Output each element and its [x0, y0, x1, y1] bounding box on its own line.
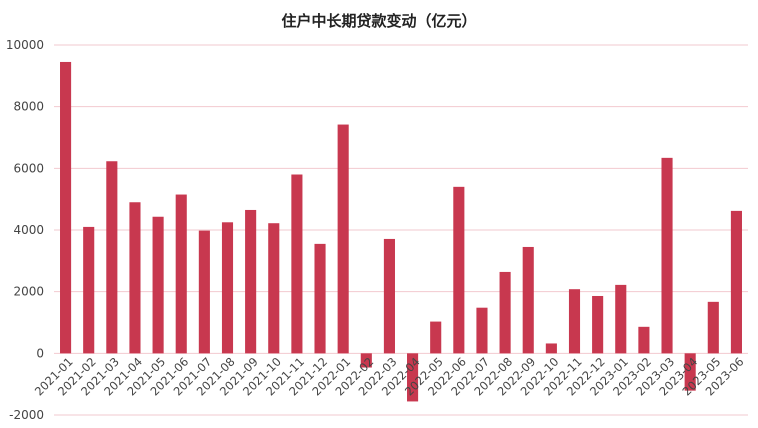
bar-2021-01: [60, 61, 72, 354]
bar-2022-02: [360, 353, 372, 368]
y-tick-label: 8000: [13, 100, 44, 114]
bar-2023-04: [684, 353, 696, 391]
y-tick-label: -2000: [9, 408, 44, 422]
bar-2021-10: [268, 223, 280, 354]
bar-2022-09: [522, 246, 534, 354]
bar-2021-08: [221, 222, 234, 354]
bar-2023-02: [638, 326, 650, 354]
bar-2023-06: [730, 210, 742, 354]
bar-2021-03: [106, 161, 118, 354]
bar-2022-04: [407, 353, 419, 402]
bar-2022-01: [337, 124, 349, 354]
bar-2022-06: [453, 186, 465, 354]
bar-2021-02: [83, 226, 95, 354]
bar-2023-01: [615, 284, 627, 354]
y-tick-label: 0: [36, 346, 44, 360]
bar-2022-11: [568, 289, 581, 354]
bar-2021-09: [245, 209, 257, 354]
bar-2022-10: [545, 343, 557, 354]
bar-2022-12: [592, 295, 604, 354]
grid-lines: [54, 44, 748, 416]
bar-2021-11: [291, 174, 303, 354]
bar-2021-05: [152, 216, 164, 354]
y-tick-label: 4000: [13, 223, 44, 237]
bar-2022-07: [476, 307, 488, 354]
bar-2021-12: [314, 243, 326, 354]
bar-2022-08: [499, 271, 511, 354]
bar-2023-05: [707, 301, 719, 354]
chart-title: 住户中长期贷款变动（亿元）: [281, 12, 476, 30]
x-axis-tick-labels: 2021-012021-022021-032021-042021-052021-…: [32, 355, 747, 399]
bar-2022-03: [383, 238, 395, 354]
bar-2021-04: [129, 202, 141, 354]
bar-2021-07: [198, 230, 210, 354]
y-tick-label: 10000: [6, 38, 44, 52]
bar-2021-06: [175, 194, 187, 354]
y-tick-label: 6000: [13, 161, 44, 175]
bar-2022-05: [430, 321, 442, 354]
bar-2023-03: [661, 157, 673, 354]
y-axis-tick-labels: -2000 0 2000 4000 6000 8000 10000: [6, 38, 44, 422]
bars: [60, 61, 742, 402]
y-tick-label: 2000: [13, 285, 44, 299]
